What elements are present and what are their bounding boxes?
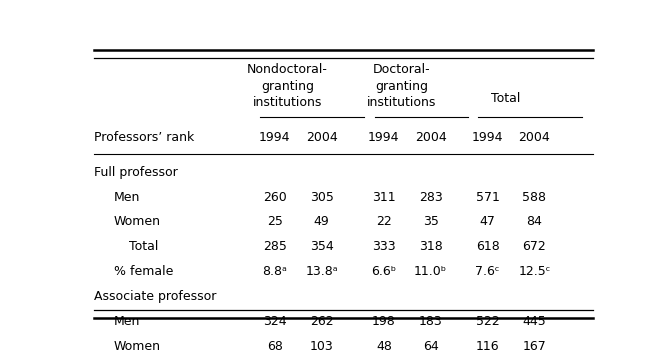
Text: 22: 22 (376, 216, 392, 229)
Text: Doctoral-
granting
institutions: Doctoral- granting institutions (367, 63, 436, 109)
Text: 6.6ᵇ: 6.6ᵇ (371, 265, 397, 278)
Text: 333: 333 (372, 240, 396, 253)
Text: Women: Women (114, 340, 161, 353)
Text: 64: 64 (423, 340, 438, 353)
Text: 311: 311 (372, 190, 396, 203)
Text: Professors’ rank: Professors’ rank (94, 131, 194, 144)
Text: 47: 47 (480, 216, 496, 229)
Text: 618: 618 (476, 240, 500, 253)
Text: 324: 324 (263, 315, 287, 328)
Text: 8.8ᵃ: 8.8ᵃ (263, 265, 287, 278)
Text: 116: 116 (476, 340, 500, 353)
Text: 318: 318 (419, 240, 442, 253)
Text: Men: Men (114, 190, 140, 203)
Text: 103: 103 (310, 340, 334, 353)
Text: 2004: 2004 (306, 131, 338, 144)
Text: 285: 285 (263, 240, 287, 253)
Text: Total: Total (490, 92, 520, 105)
Text: 588: 588 (523, 190, 547, 203)
Text: 167: 167 (523, 340, 546, 353)
Text: 672: 672 (523, 240, 546, 253)
Text: 445: 445 (523, 315, 546, 328)
Text: 35: 35 (423, 216, 439, 229)
Text: Women: Women (114, 216, 161, 229)
Text: 49: 49 (314, 216, 330, 229)
Text: 283: 283 (419, 190, 442, 203)
Text: 1994: 1994 (259, 131, 291, 144)
Text: Nondoctoral-
granting
institutions: Nondoctoral- granting institutions (247, 63, 328, 109)
Text: 48: 48 (376, 340, 392, 353)
Text: 25: 25 (267, 216, 283, 229)
Text: % female: % female (114, 265, 174, 278)
Text: 522: 522 (476, 315, 500, 328)
Text: Total: Total (129, 240, 159, 253)
Text: 11.0ᵇ: 11.0ᵇ (414, 265, 447, 278)
Text: 1994: 1994 (472, 131, 503, 144)
Text: 68: 68 (267, 340, 283, 353)
Text: 1994: 1994 (368, 131, 399, 144)
Text: 2004: 2004 (519, 131, 550, 144)
Text: 571: 571 (476, 190, 500, 203)
Text: 183: 183 (419, 315, 442, 328)
Text: 198: 198 (372, 315, 396, 328)
Text: 84: 84 (527, 216, 543, 229)
Text: 354: 354 (310, 240, 334, 253)
Text: 2004: 2004 (415, 131, 446, 144)
Text: Associate professor: Associate professor (94, 290, 216, 303)
Text: 13.8ᵃ: 13.8ᵃ (306, 265, 338, 278)
Text: Full professor: Full professor (94, 166, 178, 179)
Text: Men: Men (114, 315, 140, 328)
Text: 262: 262 (310, 315, 334, 328)
Text: 260: 260 (263, 190, 287, 203)
Text: 7.6ᶜ: 7.6ᶜ (476, 265, 500, 278)
Text: 12.5ᶜ: 12.5ᶜ (519, 265, 551, 278)
Text: 305: 305 (310, 190, 334, 203)
